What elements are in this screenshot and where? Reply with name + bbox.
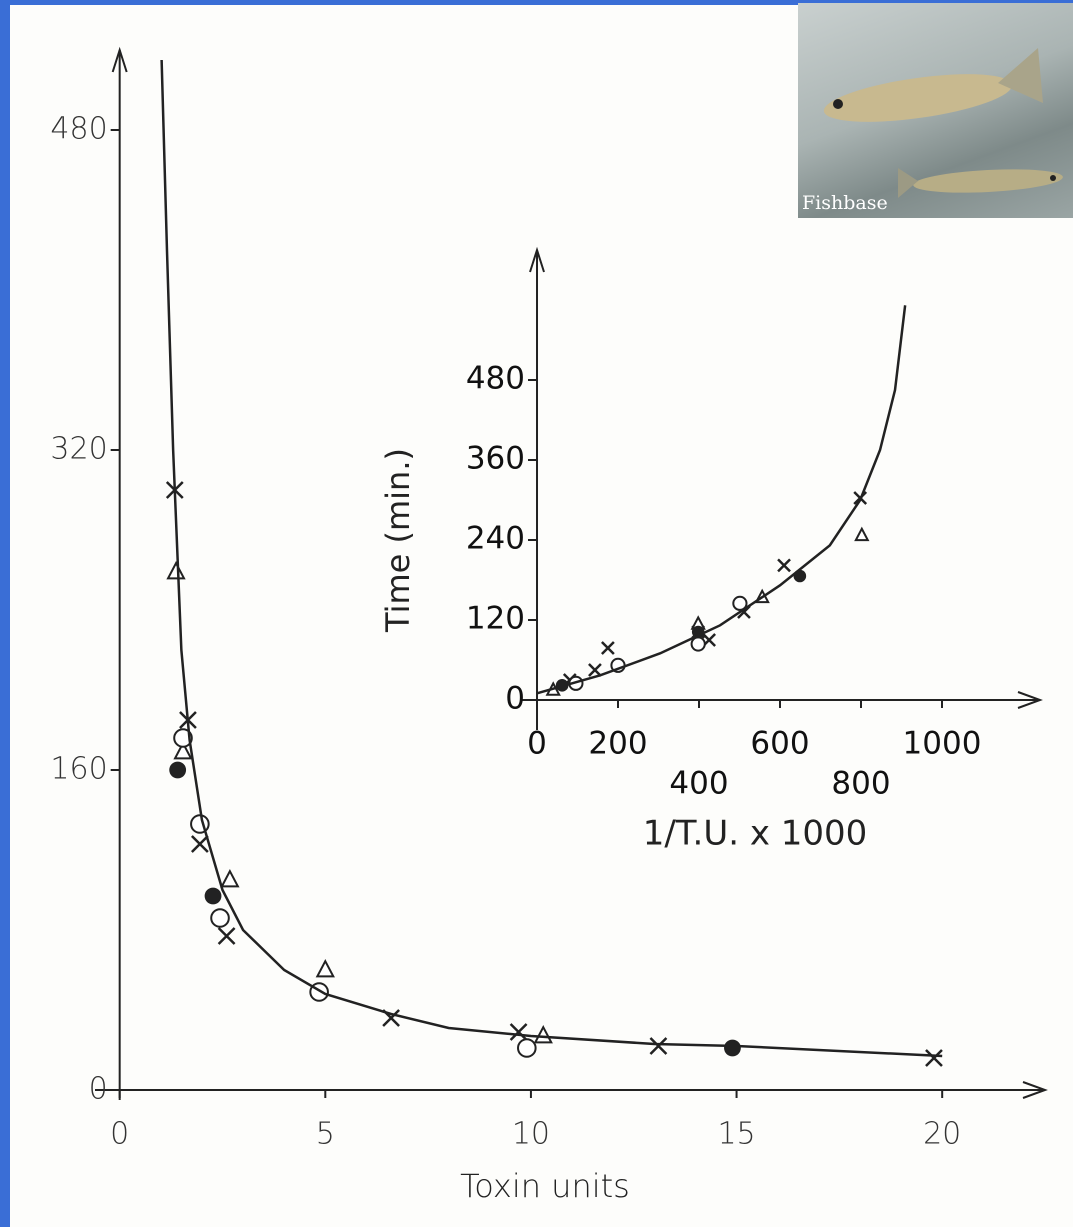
- cross-point: [190, 835, 209, 853]
- dot-point: [204, 887, 222, 905]
- y-tick-label: 480: [50, 112, 107, 147]
- x-axis-arrow: [1022, 1081, 1048, 1099]
- circle-point: [732, 595, 748, 611]
- cross-point: [777, 558, 791, 573]
- fish-photo: Fishbase: [798, 3, 1073, 218]
- y-tick-label: 120: [466, 601, 525, 637]
- fish-tail: [898, 168, 918, 198]
- cross-point: [509, 1023, 528, 1041]
- x-tick-label: 0: [110, 1117, 129, 1152]
- x-tick-label: 200: [588, 726, 647, 762]
- x-axis-label: Toxin units: [460, 1167, 630, 1205]
- y-tick-label: 0: [89, 1072, 108, 1107]
- x-tick-label: 600: [750, 726, 809, 762]
- y-tick-label: 0: [505, 681, 525, 717]
- x-tick-label: 20: [923, 1117, 961, 1152]
- x-tick-label: 400: [669, 766, 728, 802]
- triangle-point: [854, 526, 870, 542]
- x-tick-label: 0: [527, 726, 547, 762]
- fish-eye: [833, 99, 843, 109]
- fish: [823, 74, 1013, 122]
- y-axis-label: Time (min.): [379, 448, 417, 633]
- photo-art: [823, 48, 1063, 198]
- triangle-point: [166, 561, 186, 580]
- y-axis-arrow: [111, 46, 128, 73]
- x-axis-label: 1/T.U. x 1000: [643, 814, 868, 854]
- cross-point: [600, 641, 615, 655]
- y-tick-label: 480: [466, 361, 525, 397]
- fish-eye: [1050, 175, 1056, 181]
- x-tick-label: 5: [316, 1117, 335, 1152]
- circle-point: [210, 908, 230, 928]
- cross-point: [649, 1037, 668, 1055]
- dot-point: [724, 1039, 741, 1057]
- y-tick-label: 360: [466, 441, 525, 477]
- fit-curve: [160, 59, 943, 1058]
- x-tick-label: 10: [512, 1117, 550, 1152]
- triangle-point: [220, 869, 240, 888]
- fish-tail: [998, 48, 1043, 103]
- y-tick-label: 320: [50, 432, 107, 467]
- x-tick-label: 15: [717, 1117, 755, 1152]
- cross-point: [925, 1049, 943, 1067]
- x-tick-label: 1000: [903, 726, 982, 762]
- y-tick-label: 160: [50, 752, 107, 787]
- cross-point: [588, 663, 602, 677]
- fish: [913, 169, 1063, 193]
- triangle-point: [533, 1025, 553, 1044]
- circle-point: [173, 728, 193, 748]
- x-tick-label: 800: [831, 766, 890, 802]
- fit-curve: [536, 305, 907, 695]
- triangle-point: [315, 959, 335, 978]
- x-axis-arrow: [1017, 691, 1043, 709]
- cross-point: [217, 927, 236, 945]
- circle-point: [690, 636, 706, 652]
- dot-point: [169, 761, 187, 779]
- photo-credit: Fishbase: [802, 192, 888, 214]
- y-tick-label: 240: [466, 521, 525, 557]
- y-axis-arrow: [529, 246, 545, 273]
- circle-point: [517, 1038, 537, 1058]
- triangle-point: [173, 741, 193, 760]
